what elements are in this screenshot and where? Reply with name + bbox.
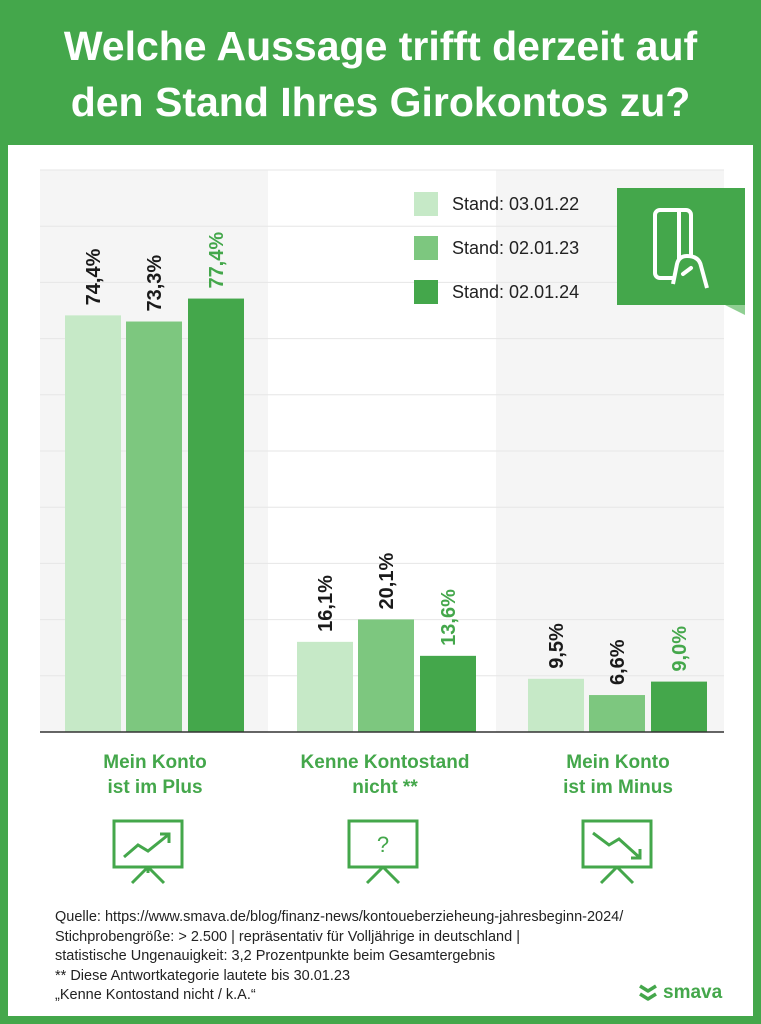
header-banner: Welche Aussage trifft derzeit auf den St…	[0, 0, 761, 145]
bar-value-label: 9,0%	[669, 626, 691, 672]
bar	[589, 695, 645, 732]
content-frame	[0, 145, 761, 1024]
bar	[420, 655, 476, 732]
bar-value-label: 16,1%	[315, 575, 337, 632]
bar	[528, 678, 584, 732]
title-line-1: Welche Aussage trifft derzeit auf	[63, 23, 698, 69]
question-presentation-icon: ?	[347, 819, 419, 885]
legend-swatch	[414, 236, 438, 260]
category-label: Mein Konto ist im Minus	[518, 750, 718, 800]
footnote-sample: Stichprobengröße: > 2.500 | repräsentati…	[55, 928, 520, 945]
bar-value-label: 13,6%	[438, 589, 460, 646]
footnote-category-old-name: „Kenne Kontostand nicht / k.A.“	[55, 987, 256, 1003]
card-icon-box	[617, 188, 745, 305]
legend-label: Stand: 03.01.22	[452, 194, 580, 214]
bar	[651, 681, 707, 732]
category-label-line: Mein Konto	[103, 752, 207, 773]
bar-value-label: 74,4%	[83, 248, 105, 305]
footnote-accuracy: statistische Ungenauigkeit: 3,2 Prozentp…	[55, 948, 496, 964]
bar	[188, 298, 244, 732]
footnote-category-note: ** Diese Antwortkategorie lautete bis 30…	[55, 967, 351, 984]
bar	[126, 321, 182, 732]
bar-value-label: 9,5%	[546, 623, 568, 669]
page-title: Welche Aussage trifft derzeit auf den St…	[0, 18, 761, 130]
footnote-source: Quelle: https://www.smava.de/blog/finanz…	[55, 909, 624, 925]
chart-up-presentation-icon	[112, 819, 184, 885]
legend-swatch	[414, 192, 438, 216]
legend-swatch	[414, 280, 438, 304]
bar-value-label: 77,4%	[206, 232, 228, 289]
category-label-line: ist im Plus	[107, 777, 203, 798]
card-box-fold	[725, 305, 745, 315]
category-label-line: Kenne Kontostand	[300, 752, 470, 773]
bar	[297, 641, 353, 732]
chart-down-presentation-icon	[581, 819, 653, 885]
bar-chart: 74,4% 16,1% 9,5% 73,3% 20,1% 6,6% 77,4% 13,6% 9,…	[40, 169, 724, 733]
bar-value-label: 73,3%	[144, 255, 166, 312]
bar-value-label: 6,6%	[607, 639, 629, 685]
bar	[358, 619, 414, 732]
brand-name: smava	[663, 982, 723, 1003]
category-label-line: Mein Konto	[566, 752, 670, 773]
category-label-line: nicht **	[352, 777, 418, 798]
hand-holding-card-icon	[653, 208, 709, 289]
category-label: Kenne Kontostand nicht **	[285, 750, 485, 800]
category-label: Mein Konto ist im Plus	[55, 750, 255, 800]
legend-label: Stand: 02.01.24	[452, 282, 580, 302]
category-label-line: ist im Minus	[563, 777, 673, 798]
footnote: Quelle: https://www.smava.de/blog/finanz…	[55, 908, 623, 1006]
smava-logo-icon	[639, 984, 657, 1001]
title-line-2: den Stand Ihres Girokontos zu?	[70, 79, 691, 125]
question-mark: ?	[377, 832, 389, 857]
bar-value-label: 20,1%	[376, 553, 398, 610]
legend-label: Stand: 02.01.23	[452, 238, 580, 258]
bar	[65, 315, 121, 732]
